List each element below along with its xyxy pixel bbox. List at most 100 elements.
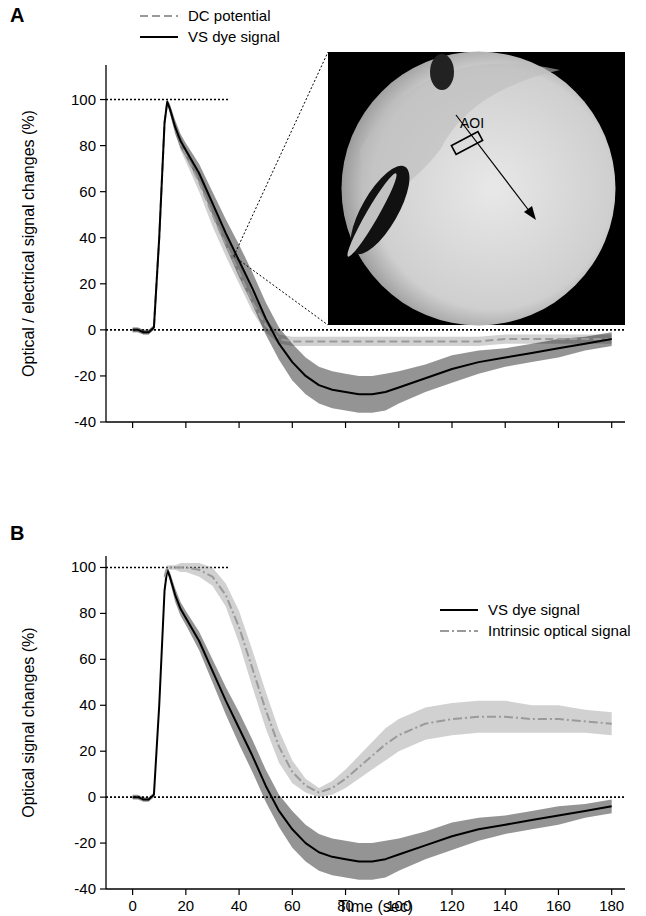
x-tick-label: 180 <box>599 897 624 914</box>
reference-line <box>106 796 625 798</box>
y-tick <box>100 567 106 568</box>
x-tick <box>505 889 506 895</box>
legend-label: VS dye signal <box>488 601 580 618</box>
inset-arrowhead <box>524 206 536 220</box>
x-tick <box>132 889 133 895</box>
y-tick <box>100 145 106 146</box>
x-tick-label: 160 <box>546 897 571 914</box>
x-tick <box>292 889 293 895</box>
y-tick <box>100 329 106 330</box>
x-tick-label: 120 <box>439 897 464 914</box>
x-axis <box>106 888 625 889</box>
legend-swatch <box>440 630 478 632</box>
y-tick-label: -40 <box>74 880 96 897</box>
y-tick <box>100 283 106 284</box>
y-axis <box>105 65 106 422</box>
legend-label: DC potential <box>188 7 271 24</box>
inset-blob <box>343 170 401 259</box>
y-tick <box>100 99 106 100</box>
legend: VS dye signal Intrinsic optical signal <box>440 601 631 639</box>
y-tick <box>100 888 106 889</box>
y-tick-label: 100 <box>71 558 96 575</box>
plot-area <box>106 563 625 880</box>
x-tick <box>451 889 452 895</box>
legend-swatch <box>140 36 178 38</box>
y-tick <box>100 613 106 614</box>
y-tick <box>100 842 106 843</box>
panel-label: A <box>10 4 24 26</box>
legend-label: VS dye signal <box>188 28 280 45</box>
panel-label: B <box>10 522 24 544</box>
x-tick <box>345 889 346 895</box>
inset-blob <box>430 54 454 90</box>
x-axis-label: Time (sec) <box>338 898 413 915</box>
x-tick <box>398 422 399 428</box>
y-tick <box>100 751 106 752</box>
y-tick-label: 60 <box>79 650 96 667</box>
legend-swatch <box>140 15 178 17</box>
x-tick <box>558 422 559 428</box>
y-tick-label: 100 <box>71 91 96 108</box>
y-tick-label: 20 <box>79 742 96 759</box>
y-tick-label: -20 <box>74 834 96 851</box>
figure: A -40 -20 0 20 40 60 80 100 Optical / electrical … <box>0 0 646 916</box>
reference-line <box>106 329 625 331</box>
x-axis <box>106 421 625 422</box>
y-tick <box>100 705 106 706</box>
x-tick <box>558 889 559 895</box>
x-tick <box>398 889 399 895</box>
series-line <box>133 570 612 862</box>
inset-image: AOI <box>328 52 625 326</box>
x-tick <box>611 422 612 428</box>
y-tick-label: 0 <box>88 788 96 805</box>
inset-arrow <box>456 115 530 212</box>
y-axis-label: Optical / electrical signal changes (%) <box>20 110 37 377</box>
y-tick-label: -20 <box>74 367 96 384</box>
x-tick-label: 20 <box>178 897 195 914</box>
y-tick-label: 40 <box>79 696 96 713</box>
x-tick-label: 0 <box>128 897 136 914</box>
y-axis-label: Optical signal changes (%) <box>20 627 37 817</box>
y-tick-label: 20 <box>79 275 96 292</box>
error-band <box>165 563 612 797</box>
y-tick <box>100 421 106 422</box>
y-tick-label: 0 <box>88 321 96 338</box>
y-tick <box>100 659 106 660</box>
y-tick-label: 60 <box>79 183 96 200</box>
x-tick-label: 140 <box>493 897 518 914</box>
x-tick <box>238 422 239 428</box>
x-tick <box>238 889 239 895</box>
legend-swatch <box>440 609 478 611</box>
y-tick <box>100 191 106 192</box>
legend-label: Intrinsic optical signal <box>488 622 631 639</box>
x-tick <box>345 422 346 428</box>
inset-field <box>342 52 616 326</box>
y-tick-label: 80 <box>79 137 96 154</box>
x-tick <box>292 422 293 428</box>
aoi-box <box>451 132 482 155</box>
y-axis <box>105 556 106 889</box>
series-line <box>165 567 612 792</box>
x-tick-label: 60 <box>284 897 301 914</box>
legend: DC potential VS dye signal <box>140 7 280 45</box>
x-tick <box>451 422 452 428</box>
x-tick <box>505 422 506 428</box>
x-tick <box>185 889 186 895</box>
inset-blob <box>339 158 420 263</box>
y-tick <box>100 797 106 798</box>
x-tick <box>611 889 612 895</box>
y-tick <box>100 375 106 376</box>
inset-frame <box>328 52 625 325</box>
x-tick <box>185 422 186 428</box>
panel: A -40 -20 0 20 40 60 80 100 Optical / electrical … <box>10 4 625 430</box>
y-tick-label: 80 <box>79 604 96 621</box>
y-tick <box>100 237 106 238</box>
zoom-line <box>234 52 328 256</box>
x-tick-label: 40 <box>231 897 248 914</box>
panel: B-40-20020406080100020406080100120140160… <box>10 522 631 915</box>
y-tick-label: -40 <box>74 413 96 430</box>
y-tick-label: 40 <box>79 229 96 246</box>
x-tick <box>132 422 133 428</box>
aoi-label: AOI <box>460 115 484 131</box>
zoom-line <box>234 256 328 325</box>
